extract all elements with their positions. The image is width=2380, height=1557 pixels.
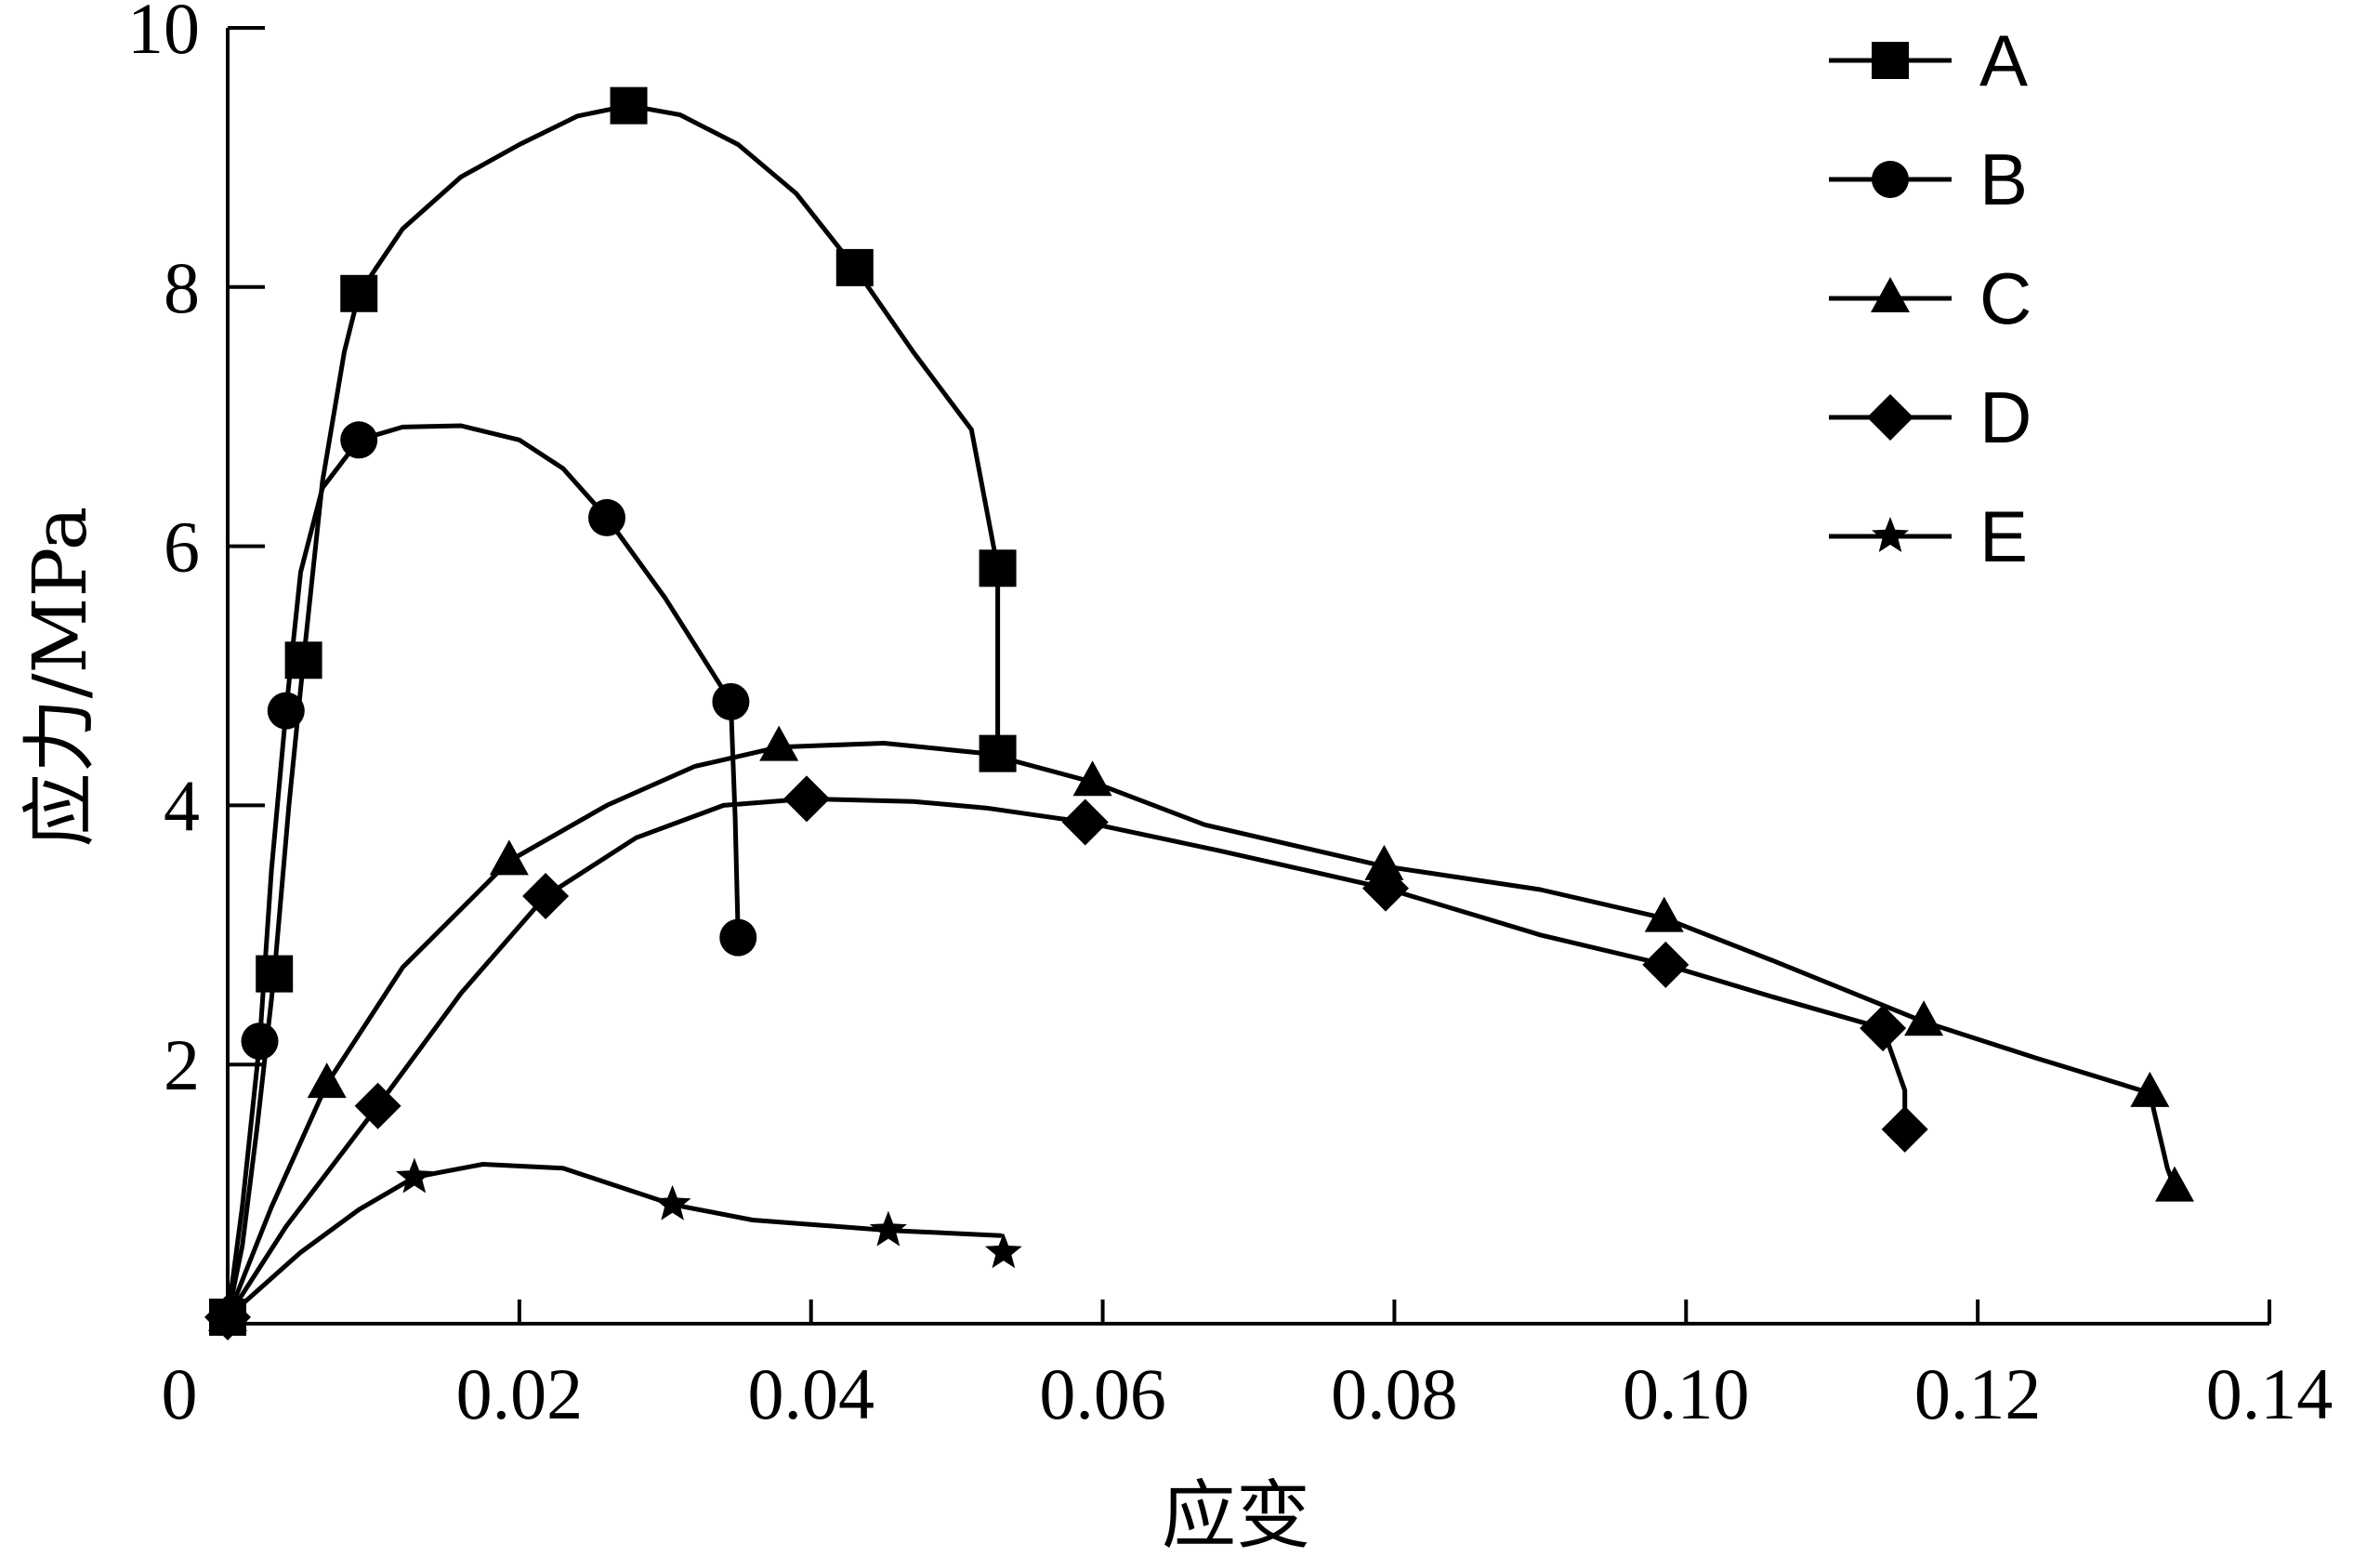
data-point-c <box>759 725 799 761</box>
data-point-c <box>2154 1166 2194 1202</box>
data-point-a <box>256 955 294 993</box>
data-point-a <box>835 248 874 286</box>
data-point-b <box>712 682 750 720</box>
legend-marker-a <box>1872 42 1909 79</box>
data-point-c <box>489 839 529 876</box>
data-point-a <box>610 86 648 125</box>
x-tick-label: 0.12 <box>1914 1353 2042 1434</box>
legend-marker-d <box>1867 394 1913 441</box>
legend-label-d: D <box>1979 376 2032 458</box>
axes <box>226 28 2269 1326</box>
data-point-a <box>979 734 1017 772</box>
series-line-e <box>225 1162 1004 1320</box>
legend-item-b: B <box>1829 139 2028 220</box>
legend-label-a: A <box>1979 20 2028 101</box>
x-tick-label: 0.02 <box>456 1353 584 1434</box>
series-line-b <box>225 423 741 1320</box>
x-tick-label: 0.06 <box>1039 1353 1166 1434</box>
y-tick-label: 4 <box>164 765 200 846</box>
x-tick-label: 0.14 <box>2206 1353 2334 1434</box>
x-ticks: 0 0.02 0.04 0.06 0.08 0.10 0.12 0.14 <box>162 1300 2334 1434</box>
data-point-a <box>979 549 1017 587</box>
legend-label-c: C <box>1979 257 2032 339</box>
legend-marker-b <box>1872 161 1909 198</box>
data-point-b <box>340 421 378 459</box>
data-point-d <box>354 1082 401 1129</box>
data-point-b <box>719 918 757 957</box>
legend-item-a: A <box>1829 20 2028 101</box>
legend-item-e: E <box>1829 495 2028 577</box>
data-point-c <box>1364 844 1404 880</box>
data-point-c <box>1904 1000 1944 1036</box>
x-tick-label: 0.08 <box>1331 1353 1458 1434</box>
legend-label-b: B <box>1979 139 2028 220</box>
x-axis-title: 应变 <box>1162 1472 1310 1557</box>
legend-item-c: C <box>1829 257 2032 339</box>
legend-marker-c <box>1871 277 1910 312</box>
data-point-e <box>653 1184 691 1221</box>
legend-label-e: E <box>1979 495 2028 577</box>
data-point-b <box>267 692 305 730</box>
data-point-c <box>307 1062 347 1099</box>
series-curves <box>225 103 2177 1320</box>
data-point-d <box>522 872 570 919</box>
data-point-a <box>284 641 322 680</box>
x-tick-label: 0.10 <box>1623 1353 1750 1434</box>
x-tick-label: 0 <box>162 1353 198 1434</box>
data-point-e <box>209 1298 246 1333</box>
data-point-c <box>1644 896 1684 932</box>
series-line-d <box>225 796 1908 1320</box>
data-point-b <box>241 1023 279 1061</box>
data-point-d <box>783 775 831 823</box>
data-point-c <box>2130 1071 2170 1107</box>
series-line-a <box>225 103 1001 1320</box>
x-tick-label: 0.04 <box>747 1353 874 1434</box>
data-point-e <box>869 1210 907 1247</box>
data-point-d <box>1860 1005 1907 1052</box>
y-tick-label: 2 <box>164 1024 200 1105</box>
legend-item-d: D <box>1829 376 2032 458</box>
data-point-b <box>588 498 626 536</box>
data-point-c <box>1072 760 1112 797</box>
y-axis-title: 应力/MPa <box>17 507 103 848</box>
data-point-d <box>1362 864 1410 912</box>
data-point-d <box>1642 941 1690 988</box>
series-markers <box>204 86 2194 1341</box>
y-tick-label: 6 <box>164 507 200 587</box>
legend-marker-e <box>1872 517 1909 552</box>
y-tick-label: 8 <box>164 247 200 328</box>
y-ticks: 2 4 6 8 10 <box>127 0 265 1105</box>
y-tick-label: 10 <box>127 0 200 69</box>
data-point-d <box>1881 1105 1928 1153</box>
data-point-d <box>1061 798 1109 846</box>
data-point-e <box>984 1233 1022 1269</box>
data-point-a <box>340 274 378 312</box>
data-point-e <box>395 1157 433 1194</box>
